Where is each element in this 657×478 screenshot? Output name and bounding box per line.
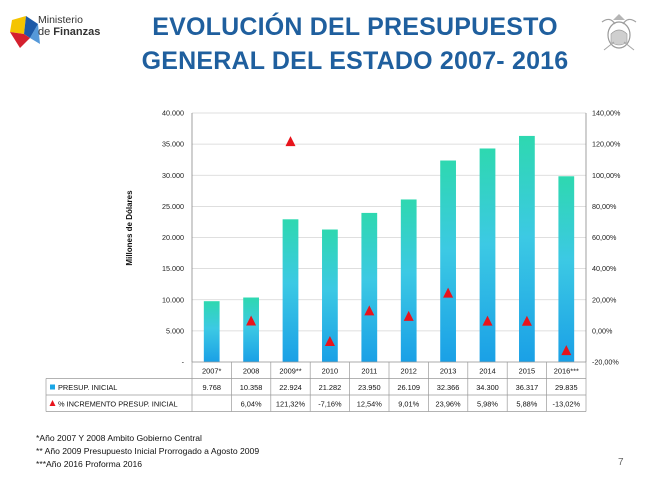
y2-tick-label: 60,00%	[592, 233, 617, 242]
bar	[203, 301, 220, 362]
data-label: 29.835	[555, 383, 578, 392]
y-tick-label: 30.000	[162, 171, 184, 180]
data-label: 10.358	[240, 383, 263, 392]
x-tick-label: 2014	[479, 367, 495, 376]
logo-line1: Ministerio	[38, 14, 83, 26]
coat-of-arms-icon	[601, 14, 637, 51]
page-title: EVOLUCIÓN DEL PRESUPUESTO GENERAL DEL ES…	[120, 10, 590, 78]
marker-point	[403, 310, 414, 321]
x-tick-label: 2007*	[202, 367, 221, 376]
bar	[400, 199, 417, 362]
y2-tick-label: 20,00%	[592, 295, 617, 304]
data-label: 9,01%	[398, 400, 419, 409]
bar	[479, 148, 496, 362]
x-tick-label: 2010	[322, 367, 338, 376]
x-tick-label: 2011	[361, 367, 377, 376]
bar	[243, 297, 259, 362]
data-label: 5,88%	[516, 400, 537, 409]
x-tick-label: 2013	[440, 367, 456, 376]
bar	[558, 176, 575, 362]
y-tick-label: 10.000	[162, 295, 184, 304]
data-label: -13,02%	[553, 400, 581, 409]
data-label: 6,04%	[241, 400, 262, 409]
data-label: 26.109	[397, 383, 420, 392]
data-label: 22.924	[279, 383, 302, 392]
y2-tick-label: 100,00%	[592, 171, 621, 180]
footnotes: *Año 2007 Y 2008 Ambito Gobierno Central…	[36, 432, 259, 471]
data-label: 32.366	[437, 383, 460, 392]
y-tick-label: 35.000	[162, 140, 184, 149]
data-table: 2007* 2008 2009** 2010 2011 2012 2013 2014 2015 2…	[45, 361, 587, 412]
y-tick-label: 5.000	[166, 326, 184, 335]
page-number: 7	[618, 457, 624, 468]
logo-red-shape	[10, 32, 30, 48]
y2-tick-label: 80,00%	[592, 202, 617, 211]
marker-point	[521, 315, 532, 326]
marker-point	[561, 345, 572, 356]
data-label: -7,16%	[318, 400, 342, 409]
y2-tick-label: -20,00%	[592, 358, 619, 367]
footnote-2: ** Año 2009 Presupuesto Inicial Prorroga…	[36, 446, 260, 456]
data-label: 23.950	[358, 383, 381, 392]
data-label: 9.768	[202, 383, 221, 392]
marker-point	[246, 315, 257, 326]
title-line1: EVOLUCIÓN DEL PRESUPUESTO	[152, 13, 558, 41]
legend-bar-swatch	[50, 384, 55, 390]
data-label: 36.317	[516, 383, 539, 392]
footnote-1: *Año 2007 Y 2008 Ambito Gobierno Central	[36, 433, 202, 443]
data-label: 21.282	[319, 383, 342, 392]
data-label: 12,54%	[357, 400, 382, 409]
data-label: 5,98%	[477, 400, 498, 409]
bar	[322, 229, 338, 362]
marker-point	[443, 287, 454, 298]
y2-tick-label: 140,00%	[592, 109, 621, 118]
y-tick-label: 25.000	[162, 202, 184, 211]
x-tick-label: 2009**	[279, 367, 301, 376]
marker-point	[285, 136, 296, 147]
bar	[519, 135, 535, 362]
bar-series	[203, 135, 575, 362]
logo-line2: de Finanzas	[38, 26, 101, 38]
y-axis-label: Millones de Dólares	[125, 190, 134, 266]
marker-point	[324, 336, 335, 347]
marker-series	[246, 136, 572, 356]
x-tick-label: 2012	[400, 367, 416, 376]
chart-axes: - 5.000 10.000 15.000 20.000 25.000 30.000 35.0…	[162, 109, 621, 367]
logo-blue-shape	[24, 16, 38, 38]
y-tick-label: 15.000	[162, 264, 184, 273]
bar	[361, 212, 378, 362]
footnote-3: ***Año 2016 Proforma 2016	[36, 459, 143, 469]
data-label: 121,32%	[276, 400, 306, 409]
y2-tick-label: 40,00%	[592, 264, 617, 273]
budget-chart: - 5.000 10.000 15.000 20.000 25.000 30.000 35.0…	[45, 109, 621, 412]
y2-tick-label: 120,00%	[592, 140, 621, 149]
ministerio-finanzas-logo	[10, 16, 40, 48]
y2-tick-label: 0,00%	[592, 326, 613, 335]
legend-marker-label: % INCREMENTO PRESUP. INICIAL	[58, 400, 178, 409]
marker-point	[364, 305, 375, 316]
y-tick-label: -	[182, 358, 185, 367]
y-tick-label: 40.000	[162, 109, 184, 118]
logo-yellow-shape	[10, 16, 26, 34]
legend-marker-swatch	[49, 400, 56, 406]
bar	[282, 219, 299, 362]
x-tick-label: 2015	[519, 367, 535, 376]
legend-bar-label: PRESUP. INICIAL	[58, 383, 117, 392]
x-tick-label: 2008	[243, 367, 259, 376]
data-label: 23,96%	[436, 400, 461, 409]
marker-point	[482, 315, 493, 326]
logo-text: Ministerio de Finanzas	[38, 14, 100, 38]
bar	[440, 160, 456, 362]
y-tick-label: 20.000	[162, 233, 184, 242]
data-label: 34.300	[476, 383, 499, 392]
title-line2: GENERAL DEL ESTADO 2007- 2016	[141, 47, 569, 75]
x-tick-label: 2016***	[554, 367, 579, 376]
